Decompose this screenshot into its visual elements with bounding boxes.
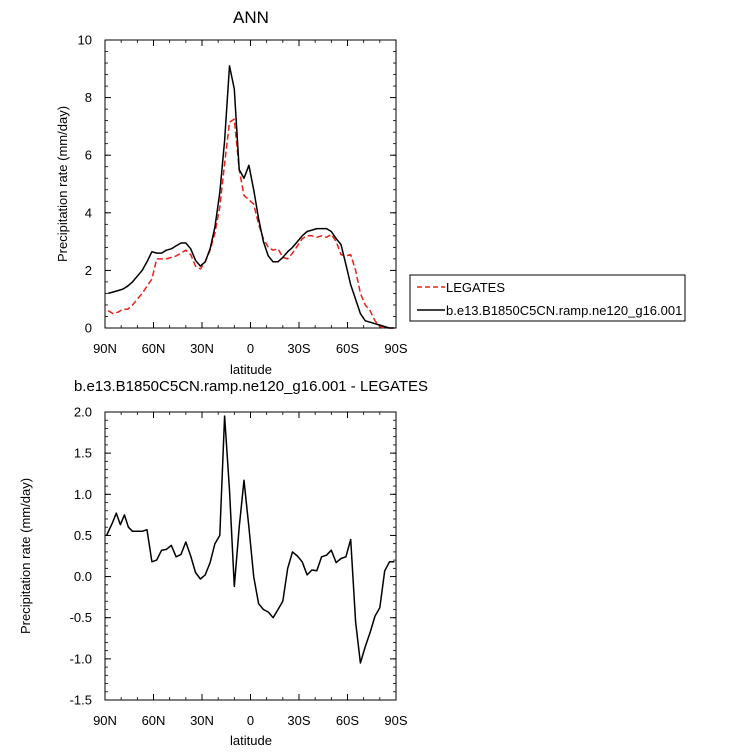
series-group xyxy=(107,65,395,329)
y-tick-label: -1.5 xyxy=(70,693,92,708)
x-tick-label: 30S xyxy=(287,713,310,728)
y-tick-label: 10 xyxy=(78,33,92,48)
x-tick-label: 90S xyxy=(384,713,407,728)
legend-label-legates: LEGATES xyxy=(446,280,505,295)
chart-title: b.e13.B1850C5CN.ramp.ne120_g16.001 - LEG… xyxy=(74,378,428,395)
x-tick-label: 90N xyxy=(93,341,117,356)
legend-label-model: b.e13.B1850C5CN.ramp.ne120_g16.001 xyxy=(446,303,682,318)
y-tick-label: 4 xyxy=(85,205,92,220)
y-tick-label: -1.0 xyxy=(70,651,92,666)
y-axis-label: Precipitation rate (mm/day) xyxy=(18,478,33,634)
x-tick-label: 90S xyxy=(384,341,407,356)
y-tick-label: 8 xyxy=(85,90,92,105)
y-tick-label: 0.5 xyxy=(74,528,92,543)
x-tick-label: 60S xyxy=(336,713,359,728)
y-tick-label: 1.5 xyxy=(74,446,92,461)
x-tick-label: 30N xyxy=(190,713,214,728)
series-line-2 xyxy=(107,65,395,329)
y-tick-label: 0.0 xyxy=(74,569,92,584)
x-tick-label: 0 xyxy=(247,713,254,728)
x-tick-label: 60S xyxy=(336,341,359,356)
legend-box xyxy=(409,274,686,322)
legend: LEGATES b.e13.B1850C5CN.ramp.ne120_g16.0… xyxy=(409,274,686,322)
y-tick-label: 6 xyxy=(85,148,92,163)
y-axis-label: Precipitation rate (mm/day) xyxy=(55,106,70,262)
axis-ticks: 90N 60N 30N 0 30S 60S 90S -1.5 -1.0 -0.5 0.0 0.5 1.0… xyxy=(70,405,408,729)
plot-frame xyxy=(104,39,397,329)
chart-title: ANN xyxy=(233,8,269,27)
y-tick-label: 0 xyxy=(85,321,92,336)
series-group xyxy=(105,415,395,664)
x-tick-label: 30N xyxy=(190,341,214,356)
x-tick-label: 30S xyxy=(287,341,310,356)
series-line-1 xyxy=(107,118,395,329)
y-tick-label: 1.0 xyxy=(74,487,92,502)
x-tick-label: 60N xyxy=(142,713,166,728)
x-axis-label: latitude xyxy=(230,362,272,377)
series-line-1 xyxy=(105,415,395,664)
y-tick-label: 2 xyxy=(85,263,92,278)
x-axis-label: latitude xyxy=(230,733,272,748)
y-tick-label: 2.0 xyxy=(74,405,92,420)
x-tick-label: 90N xyxy=(93,713,117,728)
x-tick-label: 0 xyxy=(247,341,254,356)
panel-difference: b.e13.B1850C5CN.ramp.ne120_g16.001 - LEG… xyxy=(18,378,428,748)
y-tick-label: -0.5 xyxy=(70,610,92,625)
axis-ticks: 90N 60N 30N 0 30S 60S 90S 0 2 4 6 8 10 xyxy=(78,33,408,357)
x-tick-label: 60N xyxy=(142,341,166,356)
